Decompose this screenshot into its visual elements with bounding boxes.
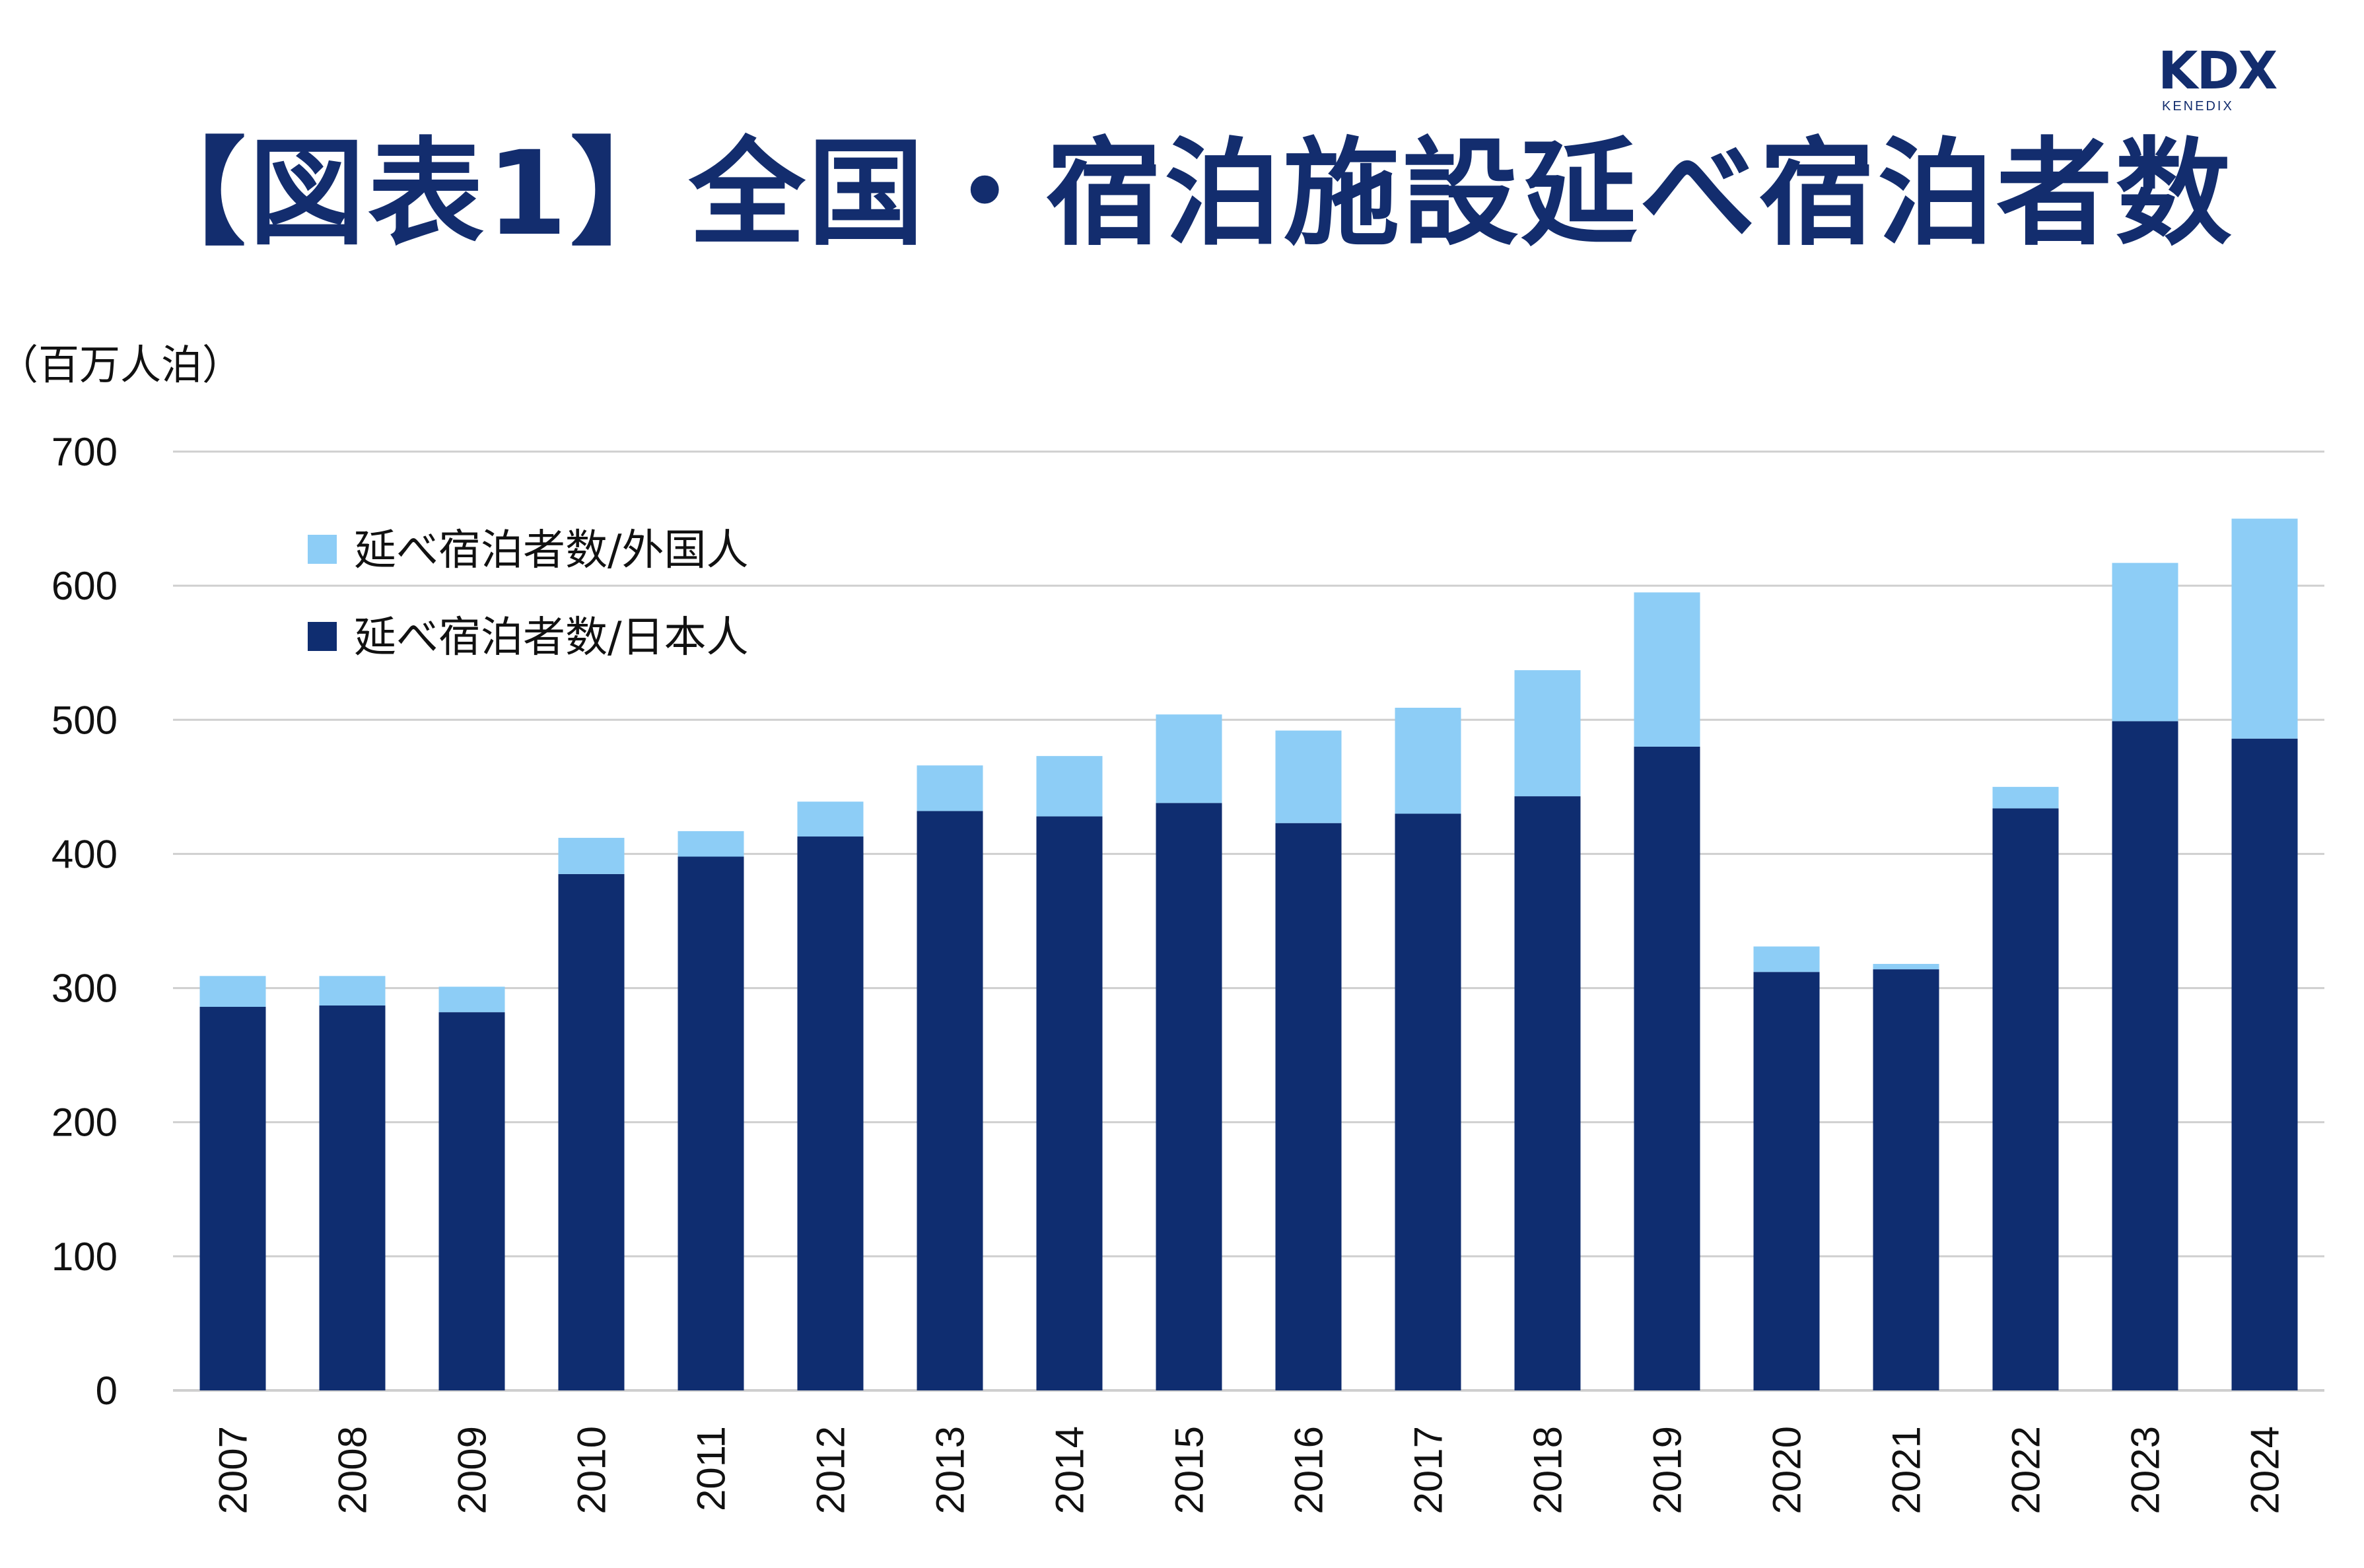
y-tick-label: 100: [52, 1235, 118, 1279]
x-tick-label: 2010: [570, 1426, 614, 1514]
legend-label: 延べ宿泊者数/外国人: [354, 526, 749, 575]
gridlines: [173, 450, 2324, 1392]
bar-foreign-2012: [797, 801, 864, 837]
bar-foreign-2009: [438, 986, 505, 1013]
bar-foreign-2017: [1395, 708, 1461, 814]
bar-japanese-2013: [917, 811, 983, 1390]
y-tick-label: 600: [52, 564, 118, 608]
bar-foreign-2011: [678, 831, 744, 857]
x-tick-label: 2008: [331, 1426, 375, 1514]
y-tick-label: 300: [52, 967, 118, 1011]
x-tick-label: 2007: [211, 1426, 256, 1514]
bar-japanese-2021: [1873, 969, 1939, 1390]
x-tick-label: 2016: [1287, 1426, 1331, 1514]
bar-foreign-2014: [1036, 756, 1103, 817]
x-tick-label: 2021: [1885, 1426, 1929, 1514]
bar-foreign-2023: [2112, 562, 2178, 722]
bar-foreign-2019: [1634, 592, 1700, 747]
bar-japanese-2022: [1992, 808, 2059, 1390]
bar-japanese-2020: [1753, 972, 1820, 1390]
y-axis-unit-label: （百万人泊）: [0, 341, 243, 389]
x-tick-label: 2009: [450, 1426, 495, 1514]
bar-japanese-2023: [2112, 721, 2178, 1390]
bar-japanese-2019: [1634, 746, 1700, 1390]
bar-foreign-2010: [558, 838, 625, 874]
legend-label: 延べ宿泊者数/日本人: [354, 613, 749, 662]
bar-japanese-2009: [438, 1012, 505, 1390]
x-tick-labels: 2007 2008 2009 2010 2011 2012 2013 2014 2015 2016…: [211, 1426, 2287, 1514]
bar-japanese-2018: [1514, 796, 1581, 1390]
bar-japanese-2014: [1036, 816, 1103, 1390]
y-tick-label: 0: [96, 1369, 118, 1413]
x-tick-label: 2014: [1048, 1426, 1092, 1514]
y-tick-label: 700: [52, 430, 118, 474]
logo-text: KDX: [2158, 42, 2277, 101]
bar-foreign-2013: [917, 765, 983, 811]
kdx-logo: KDX KENEDIX: [2158, 42, 2316, 115]
bar-foreign-2022: [1992, 786, 2059, 809]
bar-japanese-2010: [558, 873, 625, 1390]
x-tick-label: 2020: [1765, 1426, 1809, 1514]
x-tick-label: 2015: [1167, 1426, 1212, 1514]
x-tick-label: 2018: [1526, 1426, 1570, 1514]
bar-foreign-2016: [1275, 730, 1342, 823]
bar-japanese-2015: [1156, 803, 1222, 1390]
bar-japanese-2012: [797, 836, 864, 1390]
x-tick-label: 2012: [809, 1426, 853, 1514]
bar-japanese-2007: [199, 1007, 266, 1390]
bars: [199, 518, 2298, 1390]
bar-foreign-2008: [319, 976, 386, 1006]
logo-subtext: KENEDIX: [2162, 99, 2234, 114]
legend-swatch: [308, 535, 337, 564]
x-tick-label: 2017: [1407, 1426, 1451, 1514]
y-tick-labels: 0 100 200 300 400 500 600 700: [52, 430, 118, 1413]
y-tick-label: 500: [52, 698, 118, 742]
page-title: 【図表1】全国・宿泊施設延べ宿泊者数: [129, 126, 2235, 261]
x-tick-label: 2019: [1646, 1426, 1690, 1514]
bar-japanese-2016: [1275, 823, 1342, 1390]
x-tick-label: 2013: [928, 1426, 973, 1514]
x-tick-label: 2023: [2124, 1426, 2168, 1514]
legend-swatch: [308, 622, 337, 651]
y-tick-label: 200: [52, 1101, 118, 1145]
bar-foreign-2015: [1156, 714, 1222, 803]
bar-japanese-2024: [2231, 738, 2298, 1390]
x-tick-label: 2011: [689, 1426, 734, 1511]
bar-foreign-2018: [1514, 670, 1581, 797]
x-tick-label: 2024: [2243, 1426, 2287, 1514]
bar-japanese-2011: [678, 856, 744, 1390]
x-tick-label: 2022: [2004, 1426, 2048, 1514]
y-tick-label: 400: [52, 832, 118, 876]
bar-foreign-2024: [2231, 518, 2298, 739]
bar-japanese-2008: [319, 1005, 386, 1390]
bar-japanese-2017: [1395, 813, 1461, 1390]
bar-foreign-2007: [199, 976, 266, 1007]
bar-foreign-2021: [1873, 964, 1939, 970]
bar-foreign-2020: [1753, 946, 1820, 972]
